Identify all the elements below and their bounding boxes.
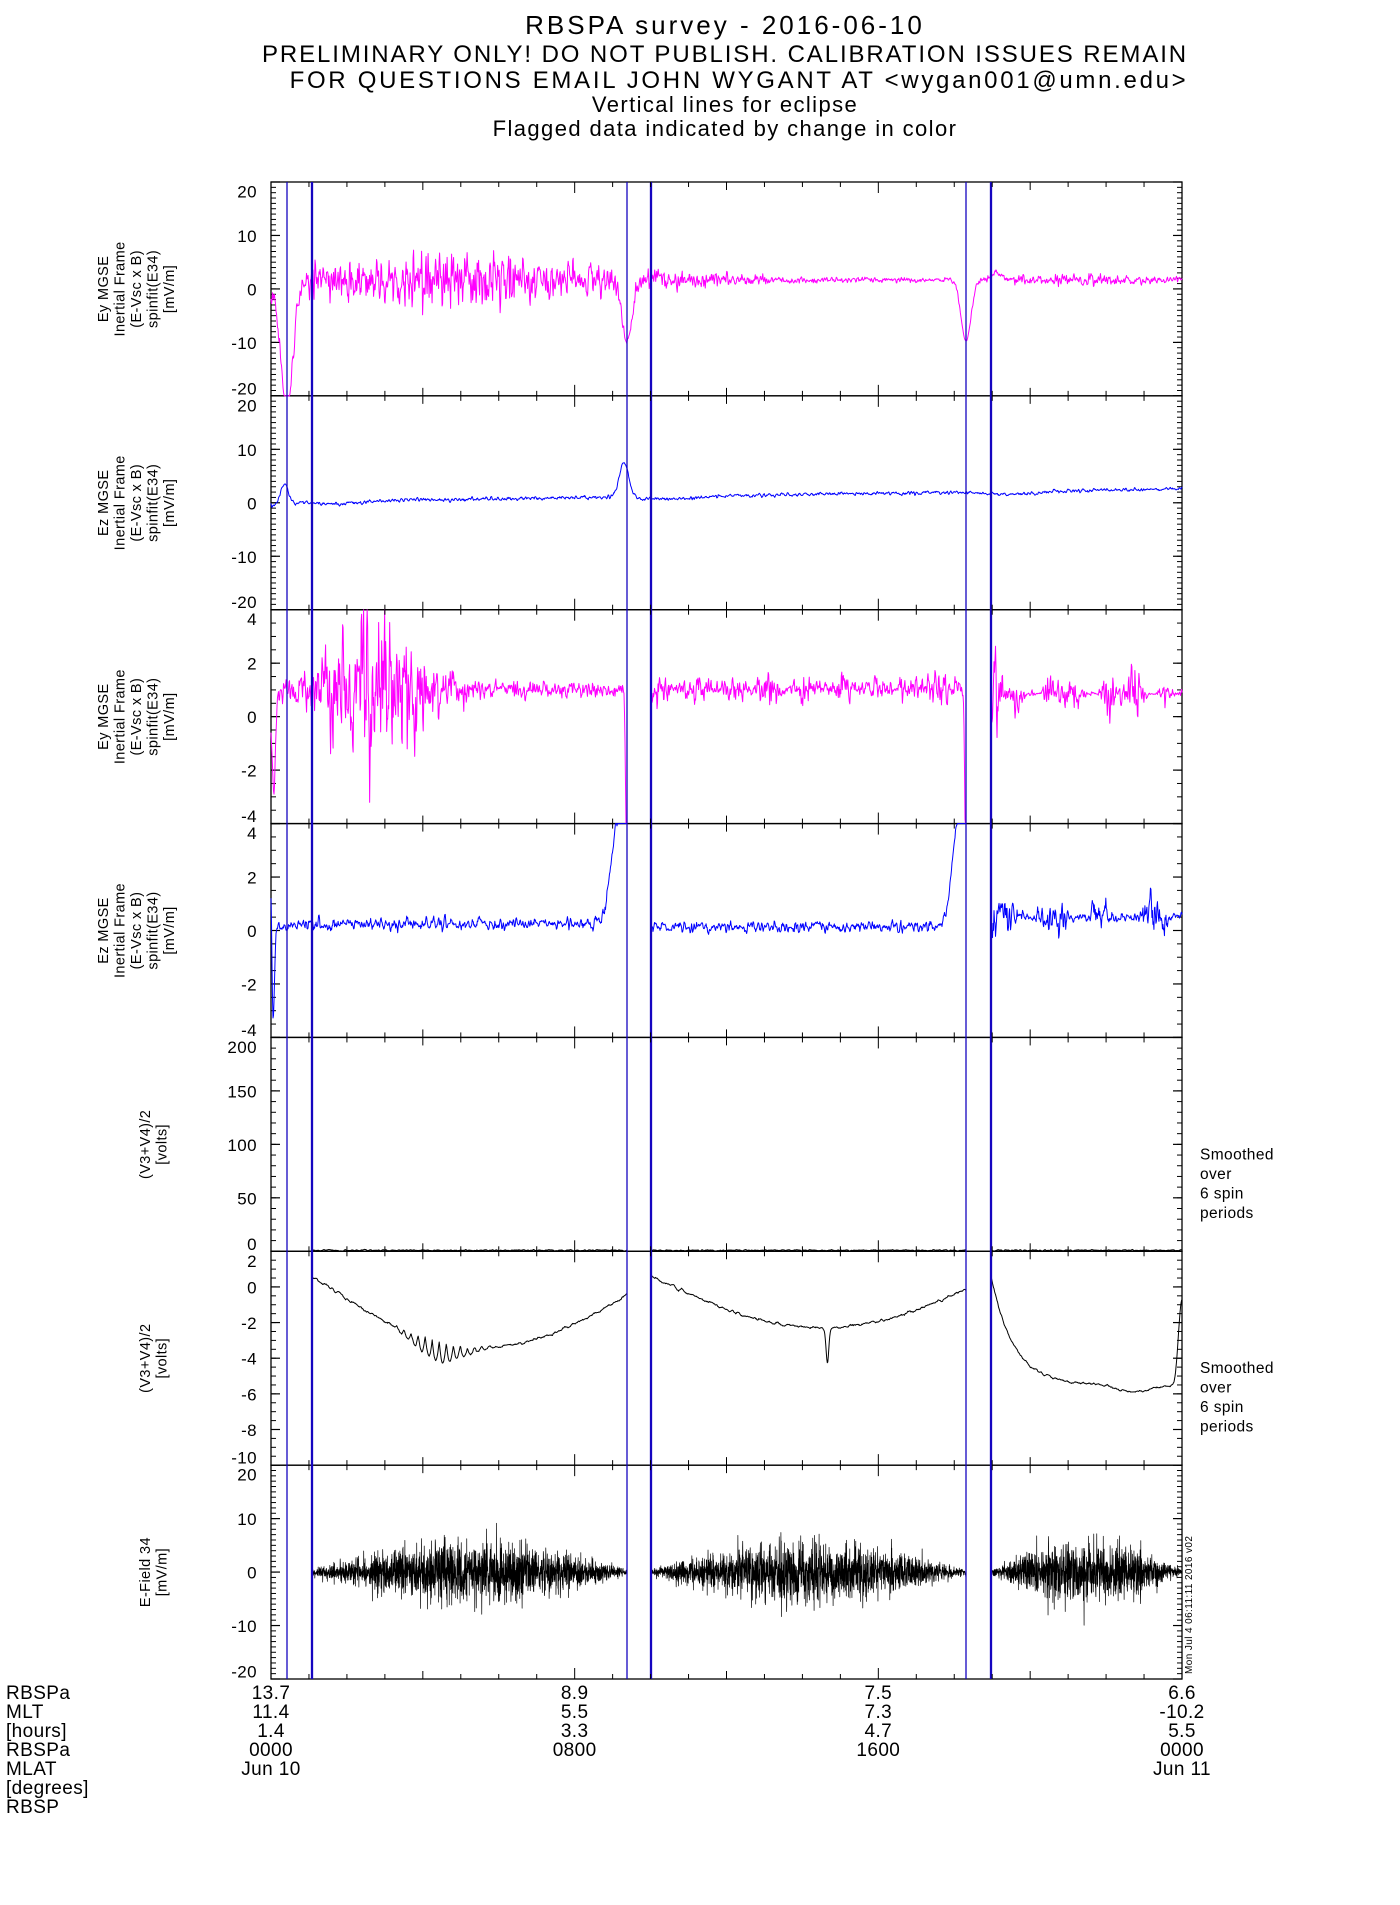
svg-text:periods: periods <box>1200 1419 1254 1436</box>
svg-text:0000: 0000 <box>1160 1740 1204 1761</box>
svg-text:6.6: 6.6 <box>1168 1683 1196 1704</box>
svg-text:7.5: 7.5 <box>865 1683 893 1704</box>
svg-text:3.3: 3.3 <box>561 1721 589 1742</box>
svg-text:-4: -4 <box>241 1350 257 1369</box>
svg-text:(E-Vsc x B): (E-Vsc x B) <box>129 892 145 970</box>
svg-text:Jun 10: Jun 10 <box>241 1759 300 1780</box>
svg-text:RBSPa: RBSPa <box>6 1740 70 1761</box>
svg-text:[mV/m]: [mV/m] <box>162 265 178 313</box>
svg-text:-2: -2 <box>241 975 257 994</box>
svg-text:-10: -10 <box>231 334 257 353</box>
svg-text:10: 10 <box>237 227 257 246</box>
svg-text:-2: -2 <box>241 762 257 781</box>
svg-text:Inertial Frame: Inertial Frame <box>113 241 129 336</box>
svg-text:MLAT: MLAT <box>6 1759 57 1780</box>
svg-text:[mV/m]: [mV/m] <box>162 906 178 954</box>
svg-text:0: 0 <box>247 1564 257 1583</box>
svg-text:-20: -20 <box>231 1663 257 1682</box>
svg-text:Smoothed: Smoothed <box>1200 1360 1274 1377</box>
svg-text:20: 20 <box>237 396 257 415</box>
svg-text:RBSPA survey - 2016-06-10: RBSPA survey - 2016-06-10 <box>525 10 925 40</box>
svg-text:7.3: 7.3 <box>865 1702 893 1723</box>
svg-text:-8: -8 <box>241 1421 257 1440</box>
svg-text:(V3+V4)/2: (V3+V4)/2 <box>138 1110 154 1179</box>
svg-text:50: 50 <box>237 1189 257 1208</box>
svg-text:8.9: 8.9 <box>561 1683 589 1704</box>
svg-text:100: 100 <box>227 1136 257 1155</box>
svg-text:2: 2 <box>247 655 257 674</box>
svg-text:[volts]: [volts] <box>154 1338 170 1379</box>
svg-text:spinfit(E34): spinfit(E34) <box>146 891 162 969</box>
svg-text:0: 0 <box>247 1278 257 1297</box>
svg-text:13.7: 13.7 <box>252 1683 291 1704</box>
svg-text:10: 10 <box>237 1510 257 1529</box>
svg-text:1600: 1600 <box>856 1740 900 1761</box>
svg-text:6 spin: 6 spin <box>1200 1185 1244 1202</box>
svg-text:(E-Vsc x B): (E-Vsc x B) <box>129 250 145 328</box>
svg-text:0: 0 <box>247 922 257 941</box>
svg-text:5.5: 5.5 <box>561 1702 589 1723</box>
svg-text:20: 20 <box>237 183 257 202</box>
svg-text:over: over <box>1200 1380 1232 1397</box>
svg-text:0: 0 <box>247 708 257 727</box>
svg-text:6 spin: 6 spin <box>1200 1399 1244 1416</box>
svg-text:-10: -10 <box>231 1617 257 1636</box>
svg-text:(E-Vsc x B): (E-Vsc x B) <box>129 464 145 542</box>
svg-text:11.4: 11.4 <box>252 1702 289 1723</box>
svg-text:spinfit(E34): spinfit(E34) <box>145 678 161 756</box>
svg-text:-2: -2 <box>241 1314 257 1333</box>
svg-text:periods: periods <box>1200 1205 1254 1222</box>
svg-text:[hours]: [hours] <box>6 1721 67 1742</box>
svg-text:Inertial Frame: Inertial Frame <box>113 883 129 978</box>
svg-text:[degrees]: [degrees] <box>6 1778 89 1799</box>
svg-text:MLT: MLT <box>6 1702 44 1723</box>
svg-text:2: 2 <box>247 1252 257 1271</box>
svg-text:200: 200 <box>227 1038 257 1057</box>
svg-text:Ey MGSE: Ey MGSE <box>96 683 112 749</box>
svg-text:Mon Jul 4 06:11:11 2016 v02: Mon Jul 4 06:11:11 2016 v02 <box>1184 1536 1195 1674</box>
svg-text:Vertical lines for eclipse: Vertical lines for eclipse <box>592 92 858 117</box>
svg-text:Inertial Frame: Inertial Frame <box>112 669 128 764</box>
svg-text:4: 4 <box>247 824 257 843</box>
svg-text:4: 4 <box>247 610 257 629</box>
svg-text:PRELIMINARY ONLY! DO NOT PUBLI: PRELIMINARY ONLY! DO NOT PUBLISH. CALIBR… <box>262 41 1188 68</box>
svg-text:Flagged data indicated by chan: Flagged data indicated by change in colo… <box>493 116 958 141</box>
svg-text:10: 10 <box>237 441 257 460</box>
svg-text:0000: 0000 <box>249 1740 293 1761</box>
svg-text:0: 0 <box>247 494 257 513</box>
svg-text:-10: -10 <box>231 548 257 567</box>
svg-text:-10.2: -10.2 <box>1159 1702 1204 1723</box>
svg-text:2: 2 <box>247 869 257 888</box>
svg-text:[mV/m]: [mV/m] <box>162 479 178 527</box>
svg-text:1.4: 1.4 <box>257 1721 285 1742</box>
svg-text:Ey MGSE: Ey MGSE <box>96 256 112 322</box>
svg-text:E-Field 34: E-Field 34 <box>138 1537 154 1607</box>
svg-text:4.7: 4.7 <box>865 1721 893 1742</box>
svg-text:Ez MGSE: Ez MGSE <box>96 897 112 963</box>
svg-text:5.5: 5.5 <box>1168 1721 1196 1742</box>
svg-text:Inertial Frame: Inertial Frame <box>113 455 129 550</box>
svg-text:0: 0 <box>247 280 257 299</box>
svg-text:Jun 11: Jun 11 <box>1153 1759 1211 1780</box>
svg-text:Ez MGSE: Ez MGSE <box>96 470 112 536</box>
svg-text:[volts]: [volts] <box>155 1124 171 1165</box>
svg-text:[mV/m]: [mV/m] <box>154 1548 170 1596</box>
svg-text:0800: 0800 <box>553 1740 597 1761</box>
svg-text:spinfit(E34): spinfit(E34) <box>146 250 162 328</box>
svg-text:(E-Vsc x B): (E-Vsc x B) <box>129 678 145 756</box>
svg-text:RBSP: RBSP <box>6 1797 59 1818</box>
svg-text:over: over <box>1200 1166 1232 1183</box>
svg-text:20: 20 <box>237 1466 257 1485</box>
svg-text:FOR QUESTIONS EMAIL JOHN WYGAN: FOR QUESTIONS EMAIL JOHN WYGANT AT <wyga… <box>290 67 1189 94</box>
svg-text:(V3+V4)/2: (V3+V4)/2 <box>138 1324 154 1393</box>
svg-text:spinfit(E34): spinfit(E34) <box>146 464 162 542</box>
svg-text:Smoothed: Smoothed <box>1200 1146 1274 1163</box>
svg-text:RBSPa: RBSPa <box>6 1683 70 1704</box>
svg-text:150: 150 <box>227 1082 257 1101</box>
svg-text:-6: -6 <box>241 1385 257 1404</box>
svg-text:[mV/m]: [mV/m] <box>162 692 178 740</box>
